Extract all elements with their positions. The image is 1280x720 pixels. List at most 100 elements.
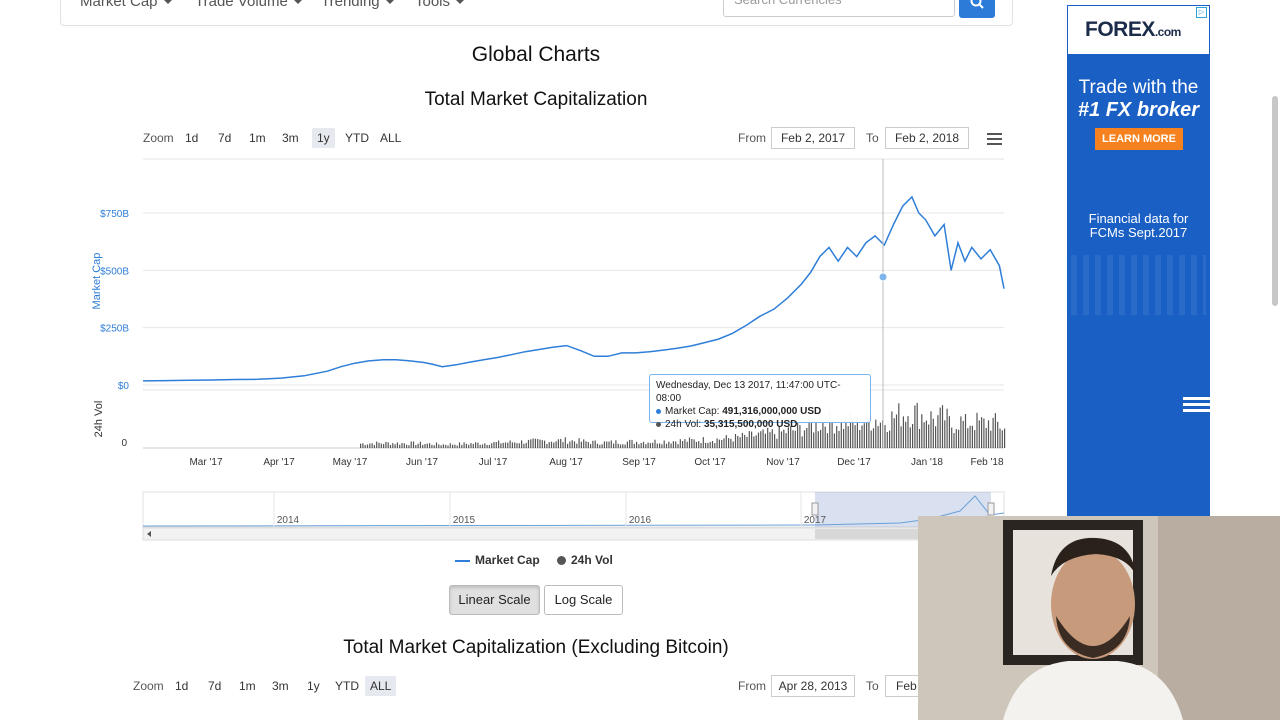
- to-date-input[interactable]: Feb 2, 2018: [885, 127, 969, 149]
- from-date-input[interactable]: Feb 2, 2017: [771, 127, 855, 149]
- page-scrollbar[interactable]: [1272, 96, 1278, 306]
- volume-bar: [953, 433, 955, 448]
- search-input[interactable]: Search Currencies: [723, 0, 955, 17]
- x-tick-label: Sep '17: [622, 457, 656, 468]
- nav-trade-volume-dropdown[interactable]: Trade Volume: [195, 0, 302, 10]
- market-cap-chart[interactable]: $0 $250B $500B $750B 0 Mar '17 Apr '17 May '17…: [0, 150, 1072, 550]
- volume-bar: [645, 444, 647, 448]
- zoom-1y-button[interactable]: 1y: [312, 128, 335, 148]
- volume-bar: [872, 428, 875, 448]
- volume-bar: [560, 438, 562, 448]
- zoom-3m-button[interactable]: 3m: [282, 131, 299, 145]
- volume-bar: [714, 443, 716, 448]
- chart-tooltip: Wednesday, Dec 13 2017, 11:47:00 UTC-08:…: [649, 374, 871, 430]
- volume-bar: [847, 426, 849, 448]
- x-tick-label: Jul '17: [479, 457, 508, 468]
- volume-bar: [693, 439, 695, 448]
- zoom2-1y-button[interactable]: 1y: [307, 679, 320, 693]
- zoom2-all-button[interactable]: ALL: [365, 676, 397, 696]
- volume-bar: [371, 443, 373, 448]
- volume-bar: [649, 443, 651, 448]
- linear-scale-button[interactable]: Linear Scale: [449, 585, 540, 615]
- zoom2-1m-button[interactable]: 1m: [239, 679, 256, 693]
- volume-bar: [564, 437, 566, 448]
- volume-bar: [682, 441, 684, 448]
- x-tick-label: Dec '17: [837, 457, 871, 468]
- chart-menu-icon[interactable]: [987, 133, 1002, 145]
- search-button[interactable]: [959, 0, 995, 18]
- zoom-all-button[interactable]: ALL: [380, 131, 402, 145]
- tooltip-vol-label: 24h Vol:: [665, 419, 702, 430]
- volume-bar: [918, 429, 921, 448]
- to-date-input-2[interactable]: Feb: [885, 675, 925, 697]
- volume-bar: [974, 430, 976, 448]
- x-tick-label: Aug '17: [549, 457, 583, 468]
- volume-bar: [859, 430, 861, 448]
- nav-tools-dropdown[interactable]: Tools: [415, 0, 464, 10]
- volume-bar: [932, 418, 934, 448]
- volume-bar: [875, 419, 877, 448]
- volume-bar: [449, 443, 451, 448]
- volume-bar: [836, 426, 838, 448]
- legend-market-cap[interactable]: Market Cap: [455, 553, 540, 567]
- volume-bar: [967, 428, 969, 448]
- zoom-1d-button[interactable]: 1d: [185, 131, 199, 145]
- volume-bar: [481, 444, 484, 448]
- volume-bar: [380, 443, 382, 448]
- forex-ad-banner[interactable]: FOREX.com ▷ Trade with the #1 FX broker …: [1067, 5, 1210, 520]
- volume-bar: [550, 441, 553, 448]
- zoom2-3m-button[interactable]: 3m: [272, 679, 289, 693]
- volume-bar: [778, 426, 780, 448]
- volume-bar: [661, 444, 663, 448]
- volume-bar: [785, 433, 787, 448]
- volume-bar: [930, 411, 932, 448]
- zoom-7d-button[interactable]: 7d: [218, 131, 232, 145]
- volume-bar: [958, 429, 960, 448]
- volume-bar: [939, 407, 941, 448]
- adchoices-icon[interactable]: ▷: [1196, 7, 1207, 18]
- ad-learn-more-button[interactable]: LEARN MORE: [1095, 128, 1183, 150]
- volume-bar: [578, 438, 580, 448]
- volume-bar: [479, 444, 481, 448]
- volume-bar: [799, 425, 801, 448]
- zoom-ytd-button[interactable]: YTD: [345, 131, 369, 145]
- volume-bar: [555, 441, 557, 448]
- volume-bar: [675, 441, 677, 448]
- legend-24h-vol[interactable]: 24h Vol: [557, 553, 613, 567]
- zoom2-7d-button[interactable]: 7d: [208, 679, 222, 693]
- volume-bar: [672, 441, 674, 448]
- volume-bar: [601, 444, 603, 448]
- volume-bar: [902, 416, 904, 448]
- volume-bar: [656, 443, 658, 448]
- volume-bar: [790, 426, 792, 448]
- volume-bar: [971, 425, 973, 448]
- volume-bar: [518, 443, 520, 448]
- volume-bar: [507, 442, 509, 448]
- volume-bar: [571, 440, 573, 448]
- volume-bar: [688, 437, 691, 448]
- volume-bar: [383, 444, 385, 448]
- zoom2-ytd-button[interactable]: YTD: [335, 679, 359, 693]
- volume-bar: [642, 441, 645, 448]
- volume-bar: [709, 442, 711, 448]
- zoom2-1d-button[interactable]: 1d: [175, 679, 189, 693]
- log-scale-button[interactable]: Log Scale: [544, 585, 623, 615]
- nav-trending-dropdown[interactable]: Trending: [321, 0, 394, 10]
- volume-bar: [817, 431, 819, 448]
- volume-bar: [378, 442, 380, 448]
- y-tick-label: $0: [118, 381, 130, 392]
- volume-bar: [725, 435, 727, 448]
- volume-bar: [951, 427, 953, 448]
- volume-bar: [707, 442, 709, 448]
- volume-bar: [401, 443, 403, 448]
- zoom-1m-button[interactable]: 1m: [249, 131, 266, 145]
- volume-bar: [527, 439, 530, 448]
- volume-bar: [516, 443, 518, 448]
- volume-bar: [999, 428, 1001, 448]
- ad-decoration: [1071, 255, 1206, 315]
- volume-bar: [935, 426, 937, 448]
- volume-bar: [900, 426, 902, 448]
- volume-bar: [960, 416, 962, 448]
- nav-market-cap-dropdown[interactable]: Market Cap: [80, 0, 172, 10]
- from-date-input-2[interactable]: Apr 28, 2013: [771, 675, 855, 697]
